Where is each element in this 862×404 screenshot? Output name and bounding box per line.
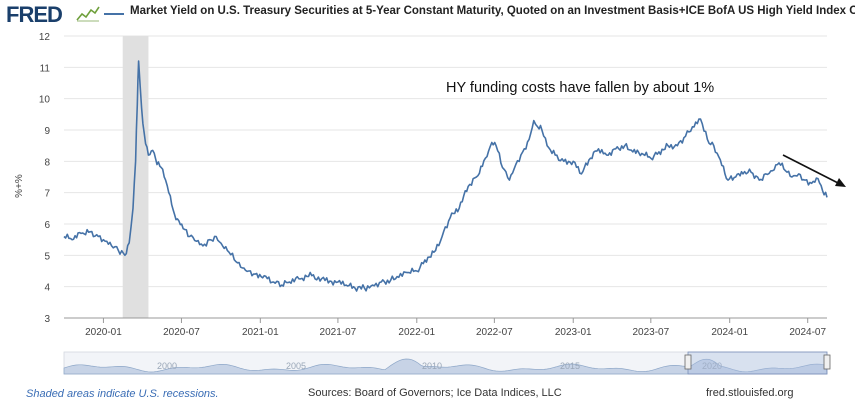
x-tick-label: 2021-07 <box>320 327 357 338</box>
fred-logo[interactable]: FRED <box>6 2 63 27</box>
y-tick-label: 9 <box>44 126 50 137</box>
navigator-label: 2015 <box>560 361 580 371</box>
series-line[interactable] <box>63 60 828 292</box>
navigator-label: 2005 <box>286 361 306 371</box>
recession-note: Shaded areas indicate U.S. recessions. <box>26 388 219 400</box>
navigator-series <box>63 358 828 375</box>
y-tick-label: 4 <box>44 283 50 294</box>
y-tick-label: 7 <box>44 189 50 200</box>
annotation-arrow <box>782 154 846 187</box>
y-axis-label: %+% <box>14 174 25 198</box>
y-tick-label: 6 <box>44 220 50 231</box>
x-tick-label: 2022-01 <box>398 327 435 338</box>
chart-area: 3 4 5 6 7 8 9 10 11 12 2020-01 2020-07 2021-01 2021-… <box>14 32 846 375</box>
navigator-selection[interactable] <box>687 351 828 375</box>
y-tick-label: 3 <box>44 314 50 325</box>
navigator-handle-right[interactable] <box>823 354 831 370</box>
legend-swatch <box>104 13 124 15</box>
fred-chart-icon <box>76 6 100 22</box>
x-tick-label: 2023-01 <box>555 327 592 338</box>
y-tick-label: 12 <box>39 32 51 43</box>
chart-header: FRED Market Yield on U.S. Treasury Secur… <box>0 0 862 27</box>
range-navigator[interactable]: 2000 2005 2010 2015 2020 <box>63 351 831 375</box>
sources-text: Sources: Board of Governors; Ice Data In… <box>308 387 562 399</box>
y-tick-label: 5 <box>44 251 50 262</box>
x-tick-label: 2020-07 <box>163 327 200 338</box>
annotation-text: HY funding costs have fallen by about 1% <box>446 80 714 96</box>
x-tick-label: 2020-01 <box>85 327 122 338</box>
x-tick-label: 2022-07 <box>476 327 513 338</box>
navigator-handle-left[interactable] <box>684 354 692 370</box>
x-tick-label: 2024-01 <box>711 327 748 338</box>
gridlines <box>64 35 827 319</box>
y-tick-label: 8 <box>44 157 50 168</box>
fred-url-link[interactable]: fred.stlouisfed.org <box>706 387 794 399</box>
x-tick-label: 2024-07 <box>789 327 826 338</box>
x-tick-label: 2021-01 <box>242 327 279 338</box>
legend-label: Market Yield on U.S. Treasury Securities… <box>130 5 855 17</box>
recession-band <box>122 36 149 318</box>
navigator-label: 2020 <box>702 361 722 371</box>
y-tick-label: 11 <box>40 63 51 74</box>
recession-shading <box>122 36 149 318</box>
navigator-label: 2010 <box>422 361 442 371</box>
y-axis-ticks: 3 4 5 6 7 8 9 10 11 12 <box>39 32 51 325</box>
x-tick-label: 2023-07 <box>632 327 669 338</box>
y-tick-label: 10 <box>39 95 51 106</box>
navigator-labels: 2000 2005 2010 2015 2020 <box>157 361 722 371</box>
navigator-label: 2000 <box>157 361 177 371</box>
x-axis-ticks: 2020-01 2020-07 2021-01 2021-07 2022-01 2022-… <box>64 317 827 338</box>
